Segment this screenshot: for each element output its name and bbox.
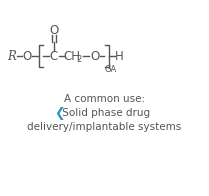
Text: O: O	[90, 50, 100, 63]
Text: ❮: ❮	[54, 106, 64, 120]
Text: C: C	[50, 50, 58, 63]
Text: delivery/implantable systems: delivery/implantable systems	[27, 122, 182, 132]
Text: CH: CH	[64, 50, 80, 63]
Text: R: R	[8, 50, 17, 63]
Text: GA: GA	[105, 64, 117, 74]
Text: 2: 2	[77, 54, 82, 64]
Text: H: H	[115, 50, 123, 63]
Text: A common use:: A common use:	[64, 94, 145, 104]
Text: O: O	[22, 50, 32, 63]
Text: Solid phase drug: Solid phase drug	[59, 108, 150, 118]
Text: O: O	[49, 24, 59, 36]
